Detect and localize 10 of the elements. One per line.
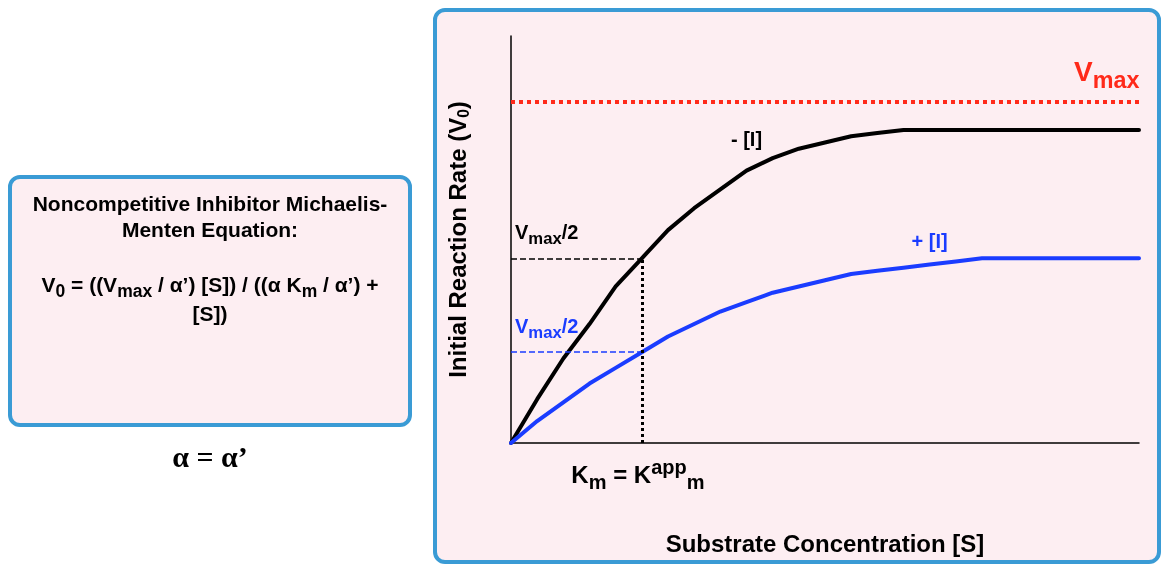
- text: V$_{0}$ = ((V$_{max}$ / α’) [S]) / ((α K$_{m}$ / α’) + [S]): [41, 273, 379, 326]
- y-axis-title: Initial Reaction Rate (V0): [443, 101, 472, 378]
- ref-line-label: V$_{max}$/2: [515, 315, 579, 343]
- ref-line-label: V$_{max}$/2: [515, 221, 579, 249]
- series-label: + [I]: [911, 229, 948, 252]
- text: α = α’: [171, 440, 249, 474]
- ref-line-label: V$_{max}$: [1074, 55, 1140, 93]
- series-label: - [I]: [730, 127, 763, 150]
- x-axis-title: Substrate Concentration [S]: [665, 529, 985, 557]
- text: Noncompetitive Inhibitor Michaelis-Menten Equation:: [31, 191, 389, 243]
